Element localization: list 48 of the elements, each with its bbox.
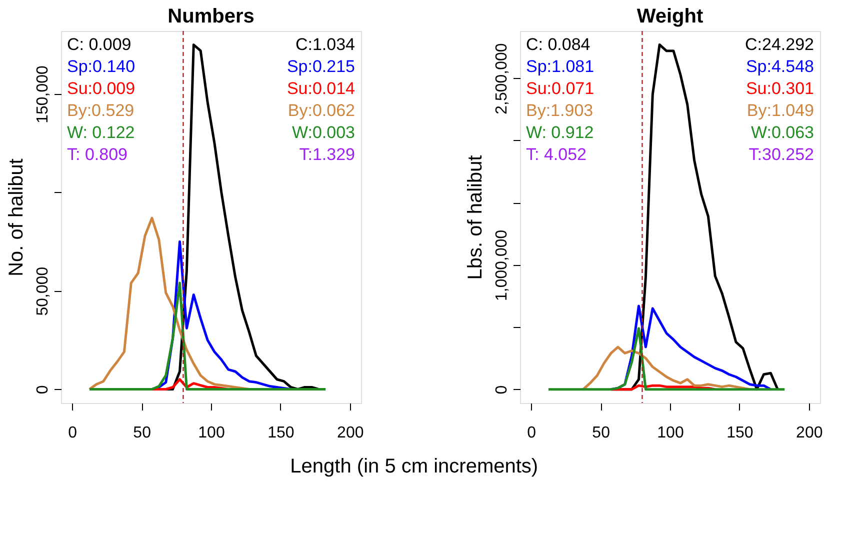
annotation: C: 0.009: [67, 35, 132, 54]
x-tick-label: 100: [657, 424, 684, 442]
annotation: T:1.329: [299, 145, 355, 164]
annotation: Sp:0.140: [67, 57, 136, 76]
x-tick-label: 150: [268, 424, 294, 442]
annotation: Sp:4.548: [746, 57, 814, 76]
y-tick-label: 50,000: [34, 266, 52, 316]
chart-title: Weight: [636, 5, 704, 28]
y-tick-label: 150,000: [34, 65, 52, 124]
annotation: By:0.529: [67, 101, 134, 120]
x-tick-label: 50: [133, 424, 152, 442]
annotation: Su:0.071: [526, 79, 594, 98]
annotation: T: 0.809: [67, 145, 128, 164]
annotation: W: 0.912: [526, 123, 594, 142]
y-axis-title: No. of halibut: [6, 158, 28, 276]
x-tick-label: 0: [527, 424, 536, 442]
annotation: W:0.063: [750, 123, 814, 142]
annotation: W: 0.122: [67, 123, 135, 142]
annotation: By:1.903: [526, 101, 594, 120]
x-tick-label: 0: [68, 424, 78, 442]
y-tick-label: 0: [34, 385, 52, 394]
line-series: [88, 216, 250, 390]
y-tick-label: 1,000,000: [494, 230, 510, 301]
x-tick-label: 100: [198, 424, 225, 442]
x-tick-label: 50: [592, 424, 610, 442]
annotation: C:1.034: [295, 35, 355, 54]
annotation: By:1.049: [746, 101, 814, 120]
y-tick-label: 2,500,000: [494, 43, 510, 114]
annotation: C:24.292: [745, 35, 814, 54]
annotation: Sp:0.215: [286, 57, 355, 76]
annotation: T:30.252: [748, 145, 814, 164]
x-axis-title: Length (in 5 cm increments): [290, 456, 538, 478]
annotation: Sp:1.081: [526, 57, 594, 76]
annotation: C: 0.084: [526, 35, 590, 54]
annotation: T: 4.052: [526, 145, 586, 164]
y-axis-title: Lbs. of halibut: [464, 154, 486, 280]
x-tick-label: 150: [726, 424, 754, 442]
x-tick-label: 200: [796, 424, 823, 442]
line-series: [88, 282, 327, 390]
chart-title: Numbers: [168, 5, 254, 28]
annotation: Su:0.301: [746, 79, 814, 98]
annotation: W:0.003: [292, 123, 355, 142]
y-tick-label: 0: [494, 385, 510, 394]
annotation: Su:0.009: [67, 79, 136, 98]
x-tick-label: 200: [337, 424, 364, 442]
annotation: Su:0.014: [286, 79, 355, 98]
line-series: [547, 327, 786, 391]
annotation: By:0.062: [288, 101, 355, 120]
